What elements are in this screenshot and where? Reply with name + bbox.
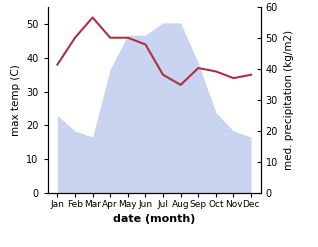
- Y-axis label: med. precipitation (kg/m2): med. precipitation (kg/m2): [284, 30, 294, 170]
- Y-axis label: max temp (C): max temp (C): [11, 64, 21, 136]
- X-axis label: date (month): date (month): [113, 214, 196, 224]
